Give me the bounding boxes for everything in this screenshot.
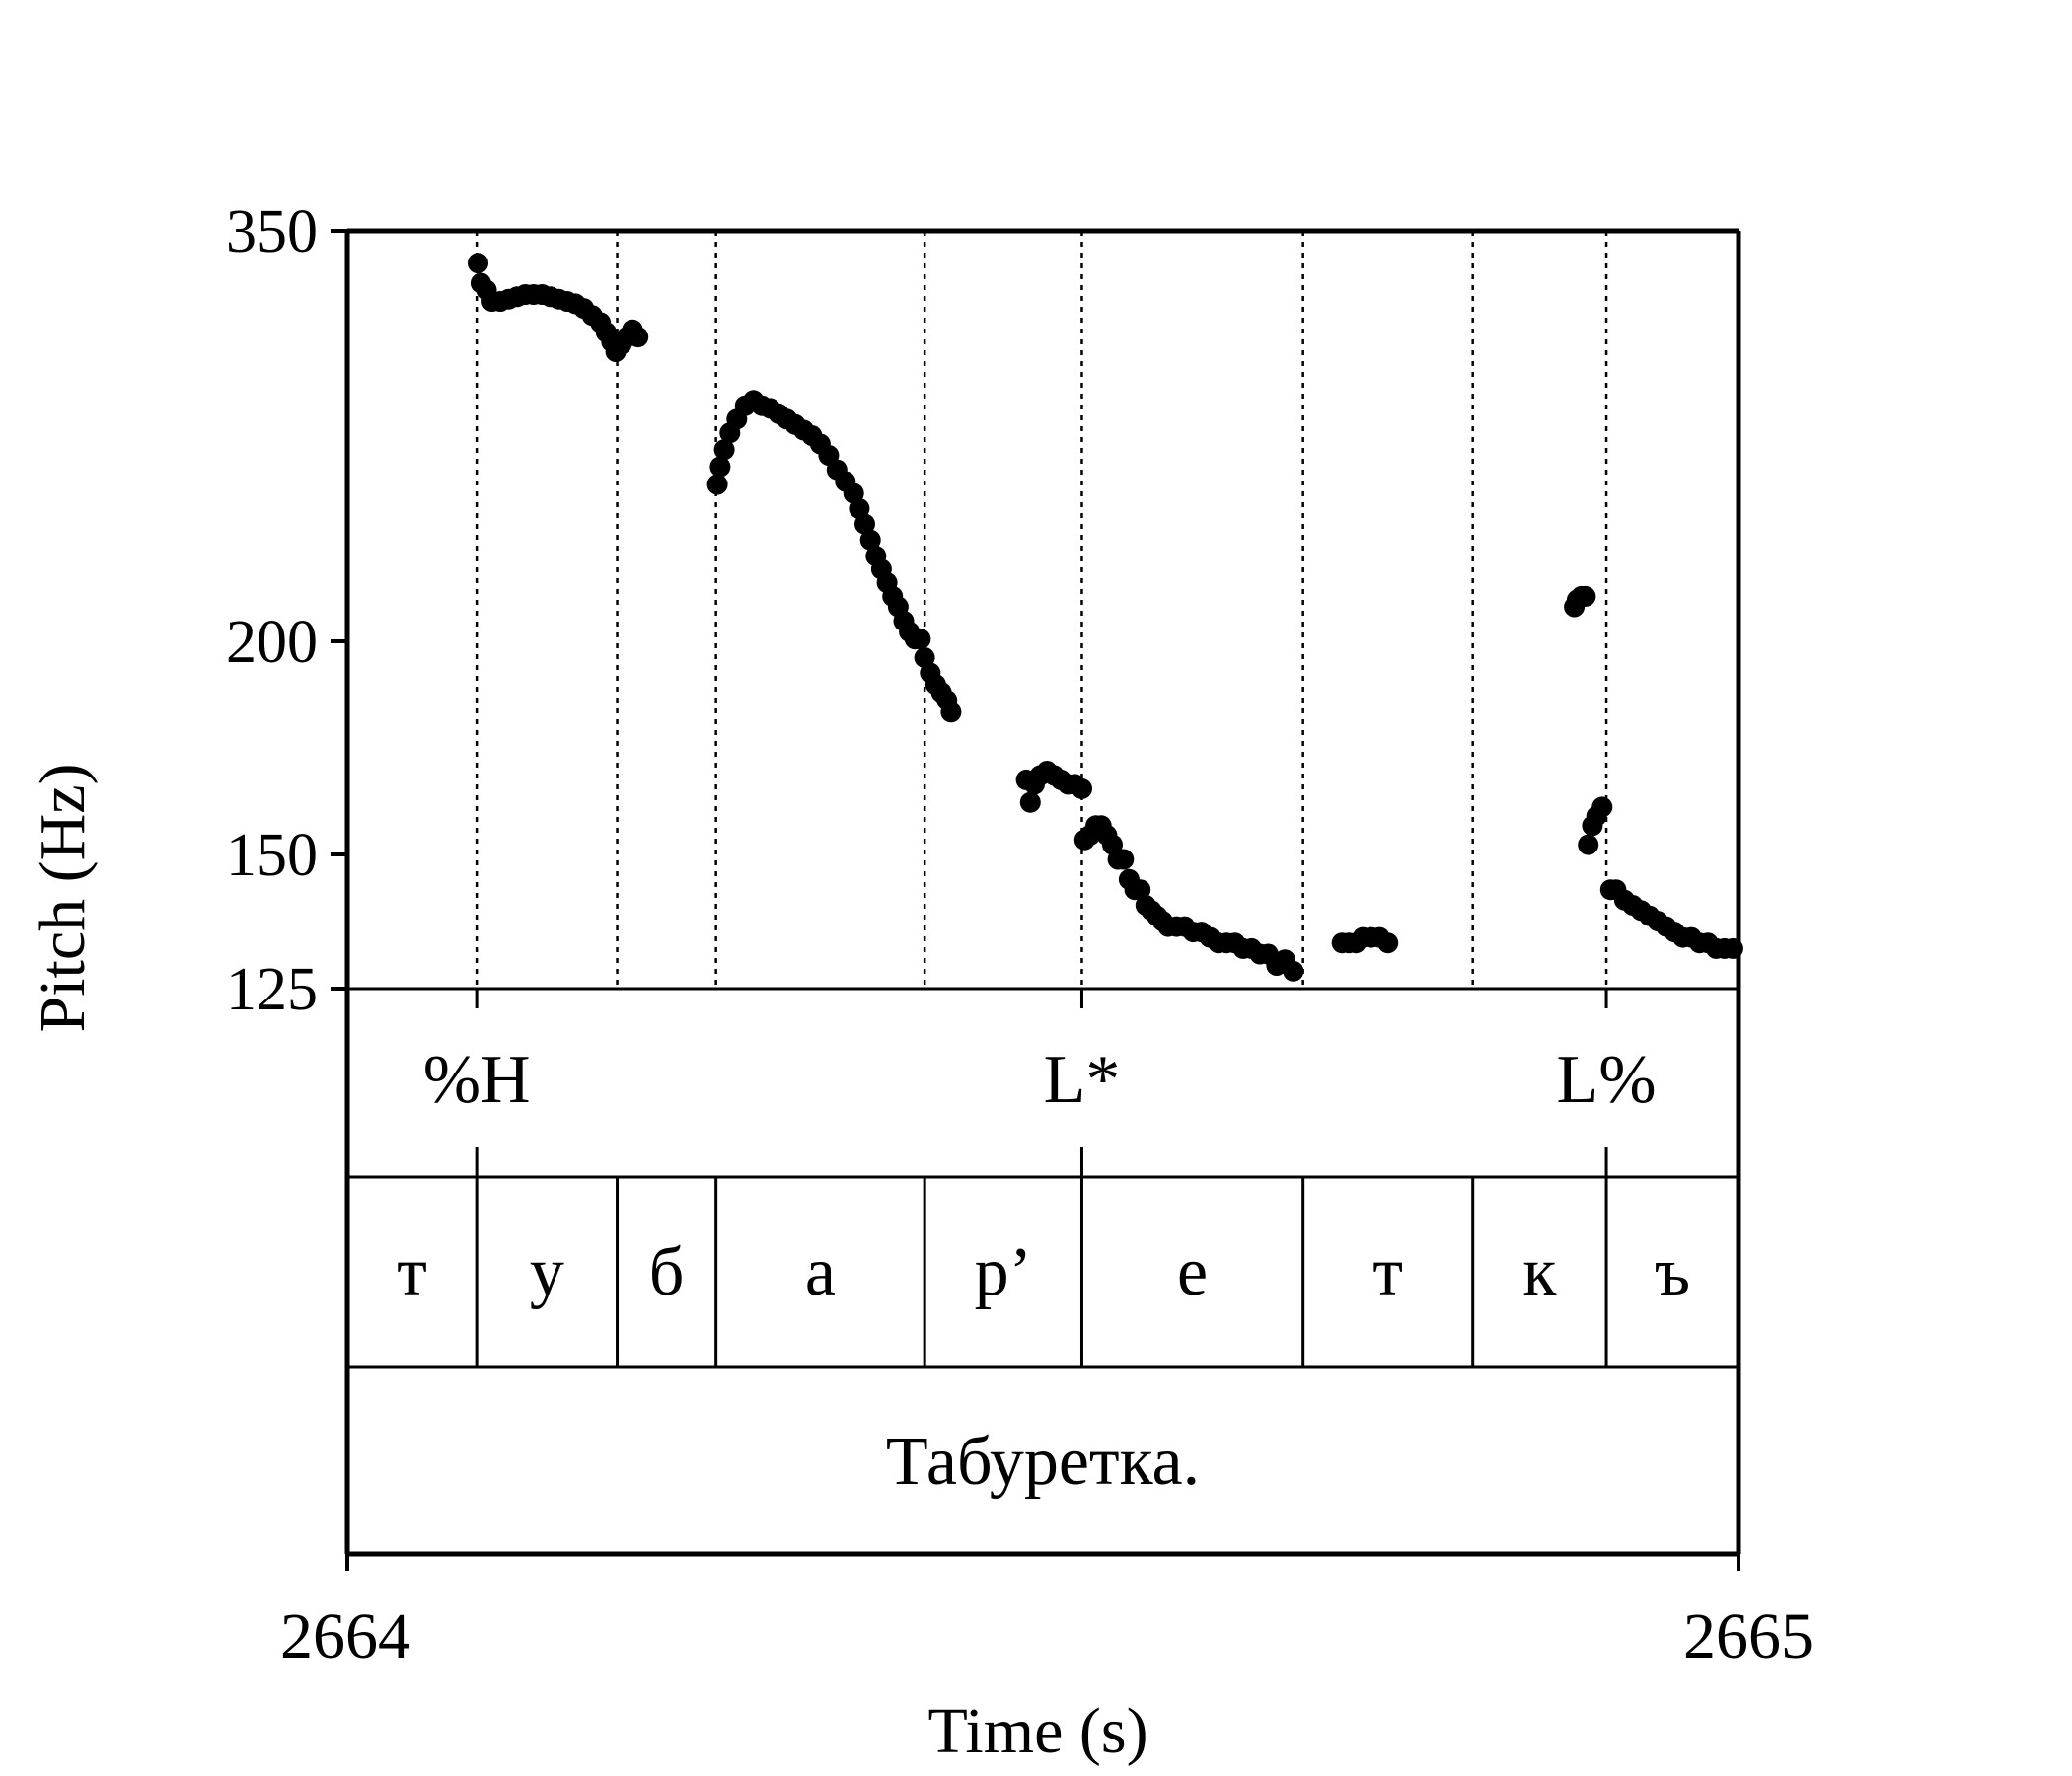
pitch-point: [859, 529, 881, 551]
pitch-point: [468, 253, 488, 274]
pitch-point: [1575, 585, 1596, 607]
pitch-point: [854, 513, 875, 535]
segment-label: т: [1372, 1234, 1403, 1310]
pitch-point: [1130, 879, 1151, 901]
tone-label: L*: [1044, 1042, 1121, 1118]
pitch-point: [706, 474, 728, 495]
segment-label: у: [530, 1234, 564, 1310]
pitch-point: [1072, 777, 1092, 799]
segment-label: р’: [975, 1234, 1032, 1310]
plot-frame: [331, 228, 1741, 1571]
x-axis-title: Time (s): [927, 1695, 1147, 1767]
segment-label: т: [397, 1234, 427, 1310]
y-tick-label-150: 150: [226, 822, 318, 889]
segment-label: а: [805, 1234, 836, 1310]
tone-tier: %H L* L%: [423, 1042, 1657, 1118]
pitch-point: [940, 702, 962, 723]
tone-label: %H: [423, 1042, 531, 1118]
word-tier: Табуретка.: [886, 1424, 1200, 1500]
segment-label: е: [1177, 1234, 1208, 1310]
segment-label: ъ: [1655, 1234, 1690, 1310]
pitch-point: [910, 629, 931, 650]
pitch-point: [1377, 932, 1399, 954]
segment-label: б: [649, 1234, 685, 1310]
pitch-point: [628, 327, 649, 348]
pitch-point: [1591, 796, 1613, 818]
pitch-point: [709, 456, 731, 478]
pitch-points: [468, 253, 1743, 982]
segment-boundary-lines: [475, 231, 1608, 989]
y-axis-title: Pitch (Hz): [27, 763, 99, 1032]
pitch-point: [1113, 849, 1135, 870]
x-tick-label-2665: 2665: [1683, 1600, 1813, 1672]
y-tick-label-350: 350: [226, 198, 318, 265]
pitch-point: [1019, 791, 1041, 813]
pitch-point: [1578, 834, 1599, 855]
pitch-point: [713, 439, 735, 461]
segment-tier: т у б а р’ е т к ъ: [397, 1234, 1690, 1310]
y-tick-label-200: 200: [226, 609, 318, 676]
tone-label: L%: [1557, 1042, 1657, 1118]
y-tick-label-125: 125: [226, 956, 318, 1023]
word-label: Табуретка.: [886, 1424, 1200, 1500]
x-tick-label-2664: 2664: [280, 1600, 410, 1672]
segment-label: к: [1522, 1234, 1557, 1310]
tier-dividers: [475, 989, 1608, 1367]
pitch-point: [1283, 960, 1304, 982]
